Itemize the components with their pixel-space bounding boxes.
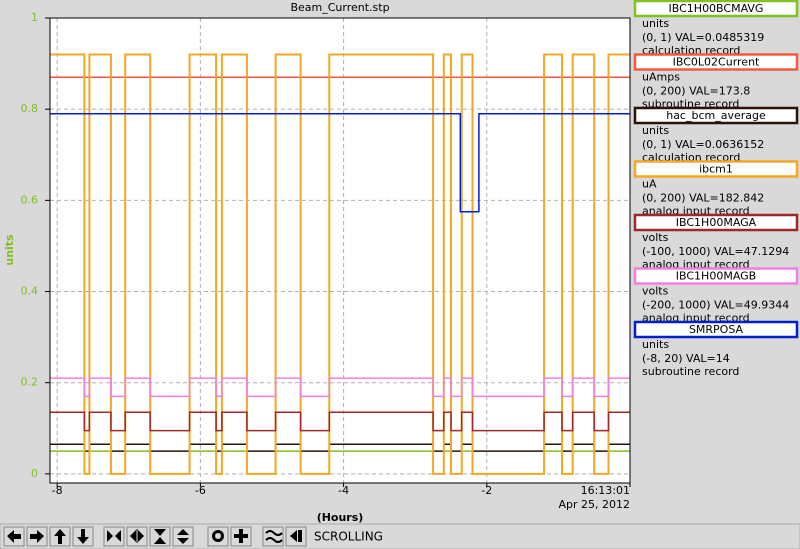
y-tick-label: 1 bbox=[31, 11, 38, 24]
legend-record: subroutine record bbox=[642, 365, 739, 378]
status-text: SCROLLING bbox=[314, 530, 383, 544]
legend-units: uA bbox=[642, 178, 657, 191]
legend-range: (0, 1) VAL=0.0636152 bbox=[642, 138, 764, 151]
reset-button[interactable] bbox=[230, 526, 252, 547]
legend-units: volts bbox=[642, 285, 669, 298]
x-tick-label: -4 bbox=[338, 484, 349, 497]
y-tick-label: 0.8 bbox=[21, 102, 39, 115]
legend-swatch bbox=[633, 106, 799, 125]
legend-range: (-8, 20) VAL=14 bbox=[642, 352, 730, 365]
plot-frame bbox=[49, 17, 631, 484]
toolbar: SCROLLING bbox=[0, 523, 800, 549]
legend-swatch bbox=[633, 160, 799, 178]
axes: 0 0.2 0.4 0.6 0.8 1 -8 -6 -4 -2 16:13:01 bbox=[21, 11, 631, 497]
pan-up-button[interactable] bbox=[49, 526, 71, 547]
legend-name: ibcm1 bbox=[699, 163, 733, 176]
legend-swatch bbox=[633, 53, 799, 71]
legend-range: (-200, 1000) VAL=49.9344 bbox=[642, 299, 789, 312]
legend-range: (0, 200) VAL=173.8 bbox=[642, 85, 750, 98]
pan-left-button[interactable] bbox=[3, 526, 25, 547]
legend-swatch bbox=[633, 320, 799, 339]
trace-line bbox=[50, 112, 630, 213]
legend-name: IBC0L02Current bbox=[673, 56, 760, 69]
trace-line bbox=[50, 53, 630, 475]
x-tick-label: -8 bbox=[52, 484, 63, 497]
legend-range: (-100, 1000) VAL=47.1294 bbox=[642, 245, 789, 258]
legend-units: volts bbox=[642, 231, 669, 244]
zoom-out-y-button[interactable] bbox=[172, 526, 194, 547]
y-tick-label: 0.4 bbox=[21, 285, 39, 298]
grid bbox=[50, 18, 630, 483]
x-tick-label: -2 bbox=[481, 484, 492, 497]
trace-line bbox=[50, 411, 630, 432]
y-tick-label: 0 bbox=[31, 467, 38, 480]
legend-name: IBC1H00MAGB bbox=[676, 270, 756, 283]
x-tick-label: -6 bbox=[195, 484, 206, 497]
legend-swatch bbox=[633, 267, 799, 285]
plot-area bbox=[50, 18, 630, 483]
legend-entry: IBC1H00MAGA volts(-100, 1000) VAL=47.1294… bbox=[633, 213, 799, 271]
zoom-in-y-button[interactable] bbox=[149, 526, 171, 547]
legend-range: (0, 200) VAL=182.842 bbox=[642, 192, 764, 205]
y-axis-label: units bbox=[3, 234, 16, 266]
auto-scale-button[interactable] bbox=[207, 526, 229, 547]
x-axis-label: (Hours) bbox=[317, 511, 364, 524]
legend-units: uAmps bbox=[642, 71, 680, 84]
chart-title: Beam_Current.stp bbox=[290, 1, 389, 14]
y-tick-label: 0.2 bbox=[21, 376, 39, 389]
legend-swatch bbox=[633, 213, 799, 232]
legend-name: SMRPOSA bbox=[689, 323, 744, 336]
legend-name: IBC1H00MAGA bbox=[676, 216, 757, 229]
traces bbox=[50, 53, 630, 475]
y-tick-label: 0.6 bbox=[21, 193, 39, 206]
jump-to-now-button[interactable] bbox=[285, 526, 307, 547]
legend-name: IBC1H00BCMAVG bbox=[669, 2, 764, 15]
date-label: Apr 25, 2012 bbox=[558, 498, 630, 511]
x-tick-label: 16:13:01 bbox=[581, 484, 630, 497]
zoom-out-x-button[interactable] bbox=[126, 526, 148, 547]
legend-units: units bbox=[642, 338, 669, 351]
legend-entry: IBC1H00MAGB volts(-200, 1000) VAL=49.9344… bbox=[633, 267, 799, 325]
legend-units: units bbox=[642, 124, 669, 137]
legend-name: hac_bcm_average bbox=[666, 109, 766, 122]
legend-swatch bbox=[633, 0, 799, 18]
zoom-in-x-button[interactable] bbox=[103, 526, 125, 547]
trace-line bbox=[50, 377, 630, 398]
pan-right-button[interactable] bbox=[26, 526, 48, 547]
legend-units: units bbox=[642, 17, 669, 30]
pan-down-button[interactable] bbox=[72, 526, 94, 547]
toggle-scroll-button[interactable] bbox=[262, 526, 284, 547]
legend-range: (0, 1) VAL=0.0485319 bbox=[642, 31, 764, 44]
